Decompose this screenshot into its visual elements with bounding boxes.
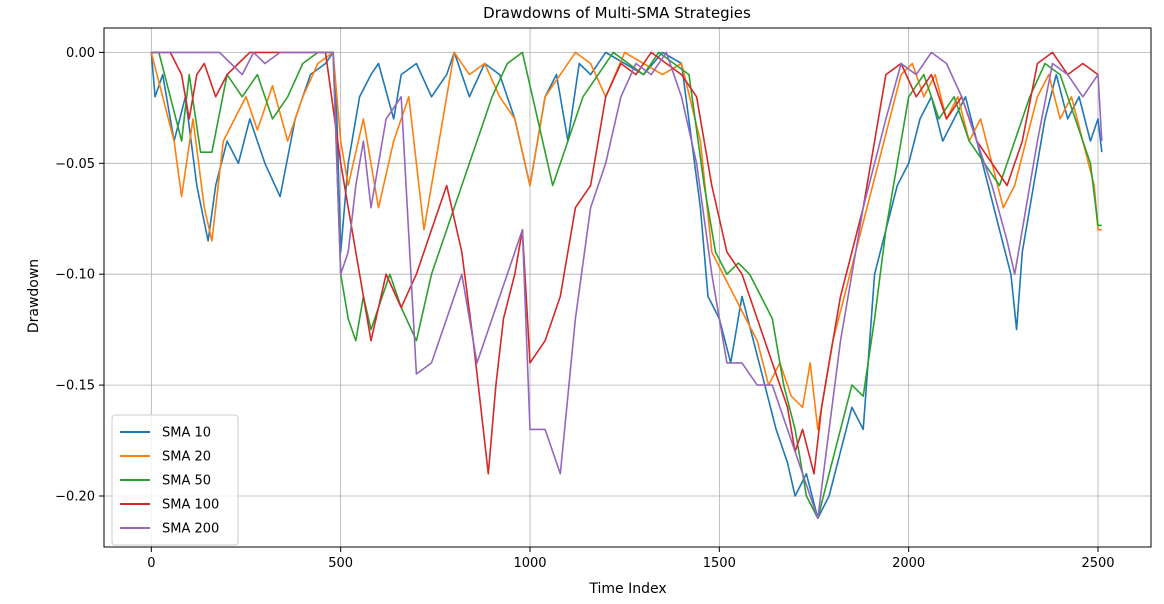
y-tick-label: −0.10 <box>55 268 95 283</box>
y-tick-label: −0.15 <box>55 379 95 394</box>
x-tick-label: 0 <box>147 556 155 571</box>
legend-label: SMA 20 <box>162 450 211 465</box>
y-axis-label: Drawdown <box>26 259 42 333</box>
series-line-sma-50 <box>151 51 1102 520</box>
legend-label: SMA 10 <box>162 426 211 441</box>
x-tick-label: 1000 <box>513 556 546 571</box>
legend-label: SMA 100 <box>162 498 219 513</box>
chart-title: Drawdowns of Multi-SMA Strategies <box>483 4 751 22</box>
legend-label: SMA 50 <box>162 474 211 489</box>
grid-lines <box>104 28 1151 547</box>
y-tick-label: −0.05 <box>55 157 95 172</box>
plot-area-frame <box>103 27 1152 548</box>
legend-label: SMA 200 <box>162 522 219 537</box>
x-tick-label: 2000 <box>892 556 925 571</box>
legend: SMA 10 SMA 20 SMA 50 SMA 100 SMA 200 <box>111 414 239 546</box>
x-tick-label: 2500 <box>1081 556 1114 571</box>
y-tick-label: 0.00 <box>66 46 95 61</box>
x-tick-label: 1500 <box>703 556 736 571</box>
series-line-sma-20 <box>150 51 1102 431</box>
x-tick-label: 500 <box>328 556 353 571</box>
legend-box <box>111 414 239 546</box>
series-line-sma-200 <box>151 51 1103 520</box>
y-tick-label: −0.20 <box>55 489 95 504</box>
x-axis-label: Time Index <box>588 581 666 597</box>
axis-ticks: 0 500 1000 1500 2000 2500 0.00 −0.05 −0.10 −0.15 −… <box>55 46 1114 571</box>
series-lines <box>150 51 1103 520</box>
